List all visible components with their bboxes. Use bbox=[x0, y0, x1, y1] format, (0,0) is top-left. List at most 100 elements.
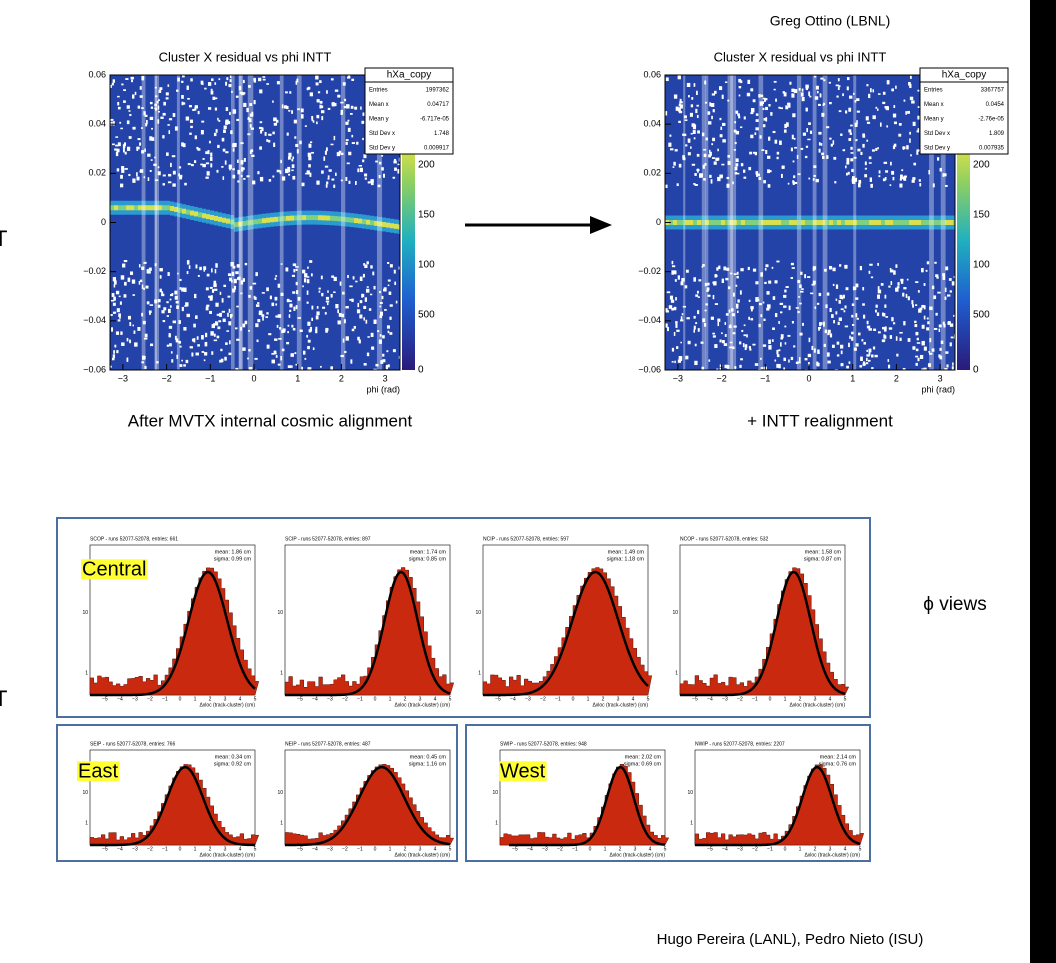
speck bbox=[216, 335, 220, 339]
speck bbox=[249, 150, 252, 154]
speck bbox=[896, 353, 899, 357]
speck bbox=[895, 336, 898, 341]
band-core bbox=[905, 220, 909, 225]
speck bbox=[299, 140, 302, 145]
speck bbox=[159, 288, 162, 293]
speck bbox=[136, 146, 140, 150]
stripe bbox=[341, 75, 346, 370]
speck bbox=[685, 355, 689, 360]
speck bbox=[275, 303, 278, 306]
speck bbox=[768, 345, 772, 350]
speck bbox=[772, 296, 776, 300]
speck bbox=[758, 303, 762, 306]
speck bbox=[842, 93, 844, 97]
speck bbox=[788, 104, 791, 108]
speck bbox=[227, 312, 229, 317]
speck bbox=[333, 103, 337, 107]
speck bbox=[680, 319, 684, 322]
x-tick-label: 0 bbox=[374, 846, 377, 852]
speck bbox=[115, 144, 119, 147]
speck bbox=[262, 78, 266, 81]
speck bbox=[866, 357, 868, 362]
speck bbox=[743, 116, 746, 120]
speck bbox=[186, 260, 190, 265]
speck bbox=[193, 323, 196, 328]
speck bbox=[668, 305, 673, 309]
speck bbox=[687, 138, 691, 143]
speck bbox=[704, 101, 708, 104]
speck bbox=[879, 122, 882, 127]
stats-key: Mean x bbox=[369, 102, 389, 108]
speck bbox=[288, 152, 292, 158]
band-core bbox=[833, 220, 837, 225]
band-core bbox=[222, 217, 226, 223]
speck bbox=[768, 104, 771, 107]
speck bbox=[707, 294, 711, 297]
speck bbox=[259, 121, 263, 124]
band-core bbox=[126, 205, 130, 211]
band-core bbox=[166, 205, 170, 211]
speck bbox=[939, 355, 943, 360]
speck bbox=[841, 296, 844, 300]
speck bbox=[379, 301, 383, 304]
speck bbox=[158, 89, 162, 93]
x-tick-label: −1 bbox=[760, 373, 770, 383]
hist-sigma: sigma: 0.85 cm bbox=[409, 556, 447, 562]
y-tick-label: −0.02 bbox=[83, 266, 106, 276]
speck bbox=[141, 355, 145, 360]
speck bbox=[883, 327, 887, 332]
speck bbox=[229, 111, 231, 116]
speck bbox=[835, 84, 840, 87]
speck bbox=[126, 146, 131, 151]
phi-views-label: ϕ views bbox=[923, 594, 986, 615]
band-core bbox=[158, 205, 162, 211]
speck bbox=[868, 93, 871, 99]
speck bbox=[379, 305, 382, 308]
speck bbox=[291, 110, 294, 114]
speck bbox=[767, 169, 771, 174]
hist-area bbox=[89, 567, 260, 696]
speck bbox=[942, 273, 946, 277]
speck bbox=[292, 175, 296, 180]
speck bbox=[791, 267, 795, 269]
speck bbox=[179, 175, 183, 180]
speck bbox=[945, 184, 948, 187]
speck bbox=[205, 151, 209, 155]
speck bbox=[676, 329, 680, 332]
speck bbox=[161, 310, 165, 314]
speck bbox=[762, 107, 765, 111]
band-core bbox=[945, 220, 949, 225]
speck bbox=[287, 331, 289, 334]
speck bbox=[340, 101, 344, 104]
speck bbox=[181, 359, 184, 362]
hist-mean: mean: 1.86 cm bbox=[215, 549, 252, 555]
speck bbox=[303, 278, 307, 283]
speck bbox=[806, 128, 809, 133]
speck bbox=[232, 168, 235, 171]
speck bbox=[363, 154, 367, 159]
band-core bbox=[210, 215, 214, 221]
band-core bbox=[370, 220, 374, 226]
speck bbox=[909, 138, 911, 143]
speck bbox=[801, 97, 805, 102]
colorbar-label: 500 bbox=[418, 310, 435, 321]
speck bbox=[387, 262, 390, 264]
speck bbox=[792, 113, 796, 118]
speck bbox=[743, 334, 747, 337]
speck bbox=[851, 179, 856, 184]
x-tick-label: 1 bbox=[784, 696, 787, 702]
speck bbox=[378, 174, 381, 179]
speck bbox=[747, 266, 750, 271]
speck bbox=[735, 130, 740, 135]
speck bbox=[825, 126, 830, 129]
speck bbox=[117, 142, 121, 147]
speck bbox=[323, 156, 326, 161]
speck bbox=[707, 111, 711, 115]
speck bbox=[189, 119, 194, 124]
speck bbox=[805, 84, 809, 89]
speck bbox=[671, 260, 674, 265]
speck bbox=[790, 356, 794, 361]
speck bbox=[143, 111, 146, 116]
speck bbox=[280, 263, 283, 265]
speck bbox=[936, 157, 940, 161]
